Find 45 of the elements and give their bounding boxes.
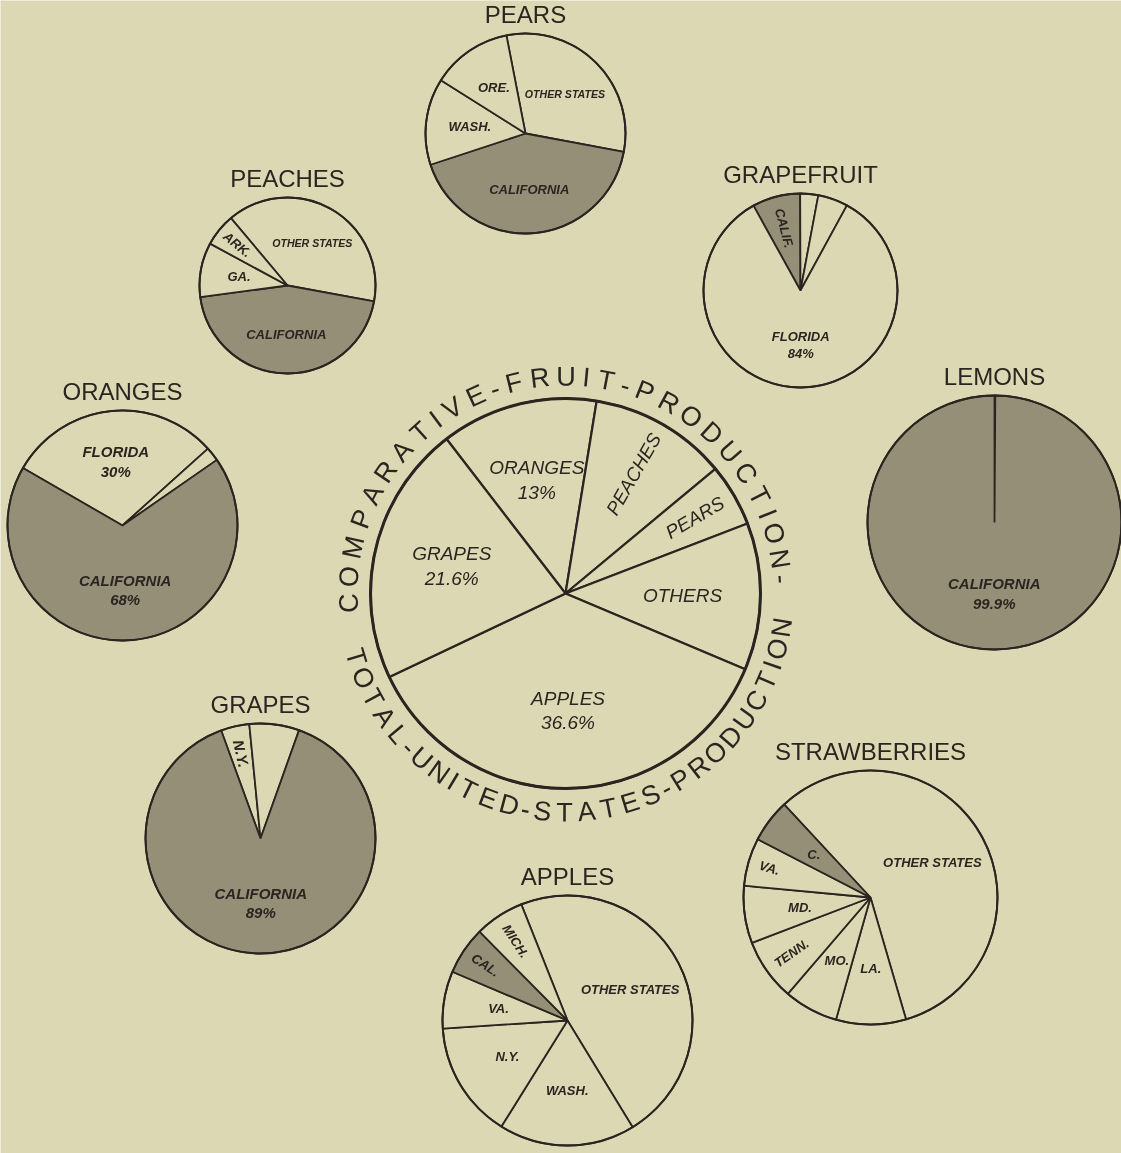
chart-title: GRAPEFRUIT xyxy=(723,160,879,188)
data-label: 36.6% xyxy=(541,712,596,734)
data-label: 99.9% xyxy=(973,594,1016,612)
slice-label: LA. xyxy=(860,961,882,977)
slice-label: OTHERS xyxy=(642,584,723,606)
chart-title: GRAPES xyxy=(210,690,311,718)
slice-label: MD. xyxy=(788,899,812,915)
data-label: 89% xyxy=(245,904,276,922)
slice-label: C. xyxy=(807,847,821,862)
slice-label: FLORIDA xyxy=(771,328,830,344)
slice-label: CALIFORNIA xyxy=(78,571,172,589)
data-label: 84% xyxy=(787,345,815,361)
data-label: 68% xyxy=(110,591,141,609)
slice-label: WASH. xyxy=(448,119,492,135)
slice-label: GA. xyxy=(227,269,251,285)
chart-title: PEACHES xyxy=(230,164,345,192)
slice-label: CALIFORNIA xyxy=(214,884,307,902)
slice-label: FLORIDA xyxy=(82,443,150,461)
slice-label: APPLES xyxy=(530,687,606,709)
slice-label: OTHER STATES xyxy=(883,854,982,870)
chart-title: PEARS xyxy=(484,0,567,28)
chart-title: APPLES xyxy=(520,862,615,890)
slice-label: CALIFORNIA xyxy=(246,327,327,343)
slice-label: VA. xyxy=(488,1001,509,1017)
data-label: 21.6% xyxy=(423,568,479,589)
slice-label: CALIFORNIA xyxy=(948,575,1041,593)
chart-title: LEMONS xyxy=(943,362,1046,390)
chart-title: STRAWBERRIES xyxy=(774,737,967,765)
data-label: 30% xyxy=(100,462,131,480)
slice-label: OTHER STATES xyxy=(524,87,606,100)
slice-label: ORE. xyxy=(477,79,510,95)
slice-label: N.Y. xyxy=(495,1048,520,1064)
slice-label: CAL. xyxy=(468,950,503,980)
slice-label: WASH. xyxy=(545,1083,589,1098)
slice-label: N.Y. xyxy=(229,738,253,769)
slice-label: GRAPES xyxy=(412,543,492,565)
slice-label: CALIF. xyxy=(771,206,797,250)
slice-label: VA. xyxy=(757,857,782,879)
slice-label: CALIFORNIA xyxy=(489,181,570,197)
slice-label: ORANGES xyxy=(489,457,585,479)
data-label: 13% xyxy=(517,481,556,503)
slice-label: MO. xyxy=(824,952,850,968)
slice-label: OTHER STATES xyxy=(580,981,680,997)
slice-label: OTHER STATES xyxy=(272,236,353,249)
chart-title: ORANGES xyxy=(62,377,183,405)
